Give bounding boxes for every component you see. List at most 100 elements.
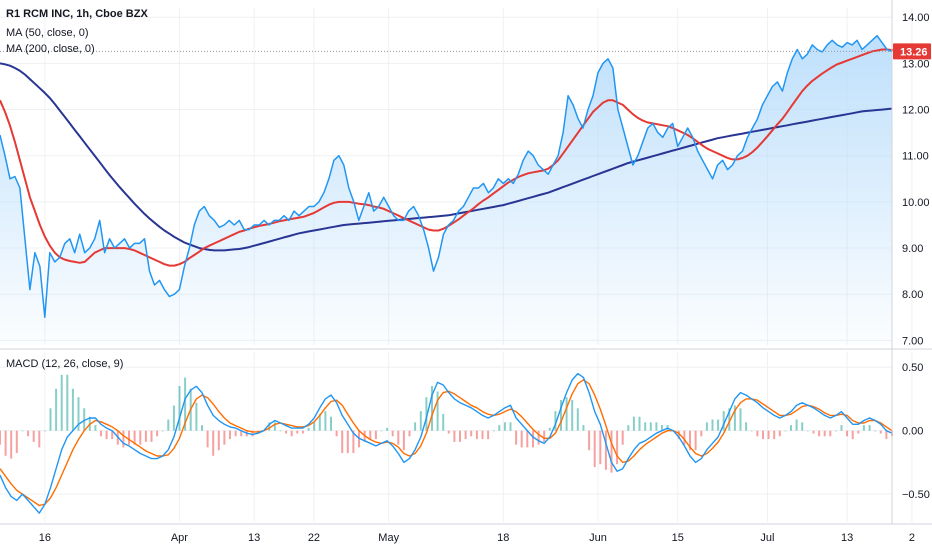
macd-histogram-bar [745, 422, 748, 431]
macd-histogram-bar [565, 397, 568, 431]
macd-histogram-bar [251, 430, 254, 437]
macd-histogram-bar [27, 430, 30, 437]
macd-histogram-bar [77, 397, 80, 431]
macd-histogram-bar [638, 416, 641, 431]
macd-histogram-bar [767, 430, 770, 440]
macd-histogram-bar [156, 430, 159, 437]
macd-histogram-bar [632, 416, 635, 431]
macd-histogram-bar [492, 430, 495, 432]
macd-histogram-bar [229, 430, 231, 440]
macd-pane-grid [0, 352, 913, 522]
price-area-fill [0, 35, 892, 345]
macd-histogram-bar [380, 430, 383, 432]
symbol-title[interactable]: R1 RCM INC, 1h, Cboe BZX [6, 8, 148, 20]
ma200-line[interactable] [0, 62, 893, 252]
macd-histogram-bar [111, 430, 114, 440]
price-line[interactable] [0, 34, 893, 319]
macd-histogram-bar [60, 374, 63, 431]
time-tick-label: Jun [589, 532, 607, 544]
macd-histogram-bar [857, 430, 860, 434]
macd-histogram-bar [554, 411, 557, 431]
macd-histogram-bar [133, 430, 136, 445]
macd-histogram-bar [139, 430, 142, 445]
macd-histogram-bar [812, 430, 815, 434]
macd-histogram-bar [543, 430, 546, 442]
time-tick-label: 13 [248, 532, 260, 544]
macd-histogram-bar [509, 422, 512, 431]
macd-histogram-bar [172, 405, 175, 431]
macd-histogram-bar [201, 425, 203, 431]
macd-histogram-bar [846, 430, 849, 437]
macd-histogram-bar [526, 430, 529, 448]
macd-histogram-bar [778, 430, 781, 437]
macd-histogram-bar [391, 430, 394, 437]
macd-histogram-bar [604, 430, 607, 470]
time-tick-label: 2 [909, 532, 915, 544]
macd-histogram-bar [184, 377, 187, 431]
price-tick-label: 9.00 [902, 243, 923, 255]
macd-histogram-bar [66, 374, 69, 431]
macd-axis[interactable]: 0.50 0.00 −0.50 [902, 362, 930, 501]
macd-histogram-bar [722, 411, 725, 431]
macd-histogram-bar [806, 430, 809, 432]
price-tick-label: 13.00 [902, 58, 930, 70]
price-axis[interactable]: 14.00 13.00 12.00 11.00 10.00 9.00 8.00 7.00 [902, 12, 930, 347]
macd-histogram-bar [436, 391, 439, 431]
macd-histogram-bar [649, 422, 652, 431]
time-axis[interactable]: 16 Apr 13 22 May 18 Jun 15 Jul 13 2 [39, 532, 915, 544]
macd-histogram-bar [369, 430, 372, 440]
macd-histogram-bar [823, 430, 826, 437]
macd-histogram-bar [414, 422, 417, 431]
macd-histogram-bar [599, 430, 602, 465]
price-tick-label: 8.00 [902, 289, 923, 301]
macd-histogram-bar [593, 430, 596, 467]
macd-histogram-bar [335, 430, 338, 437]
macd-histogram-bar [128, 430, 130, 445]
macd-line[interactable] [0, 372, 893, 514]
time-tick-label: Apr [171, 532, 188, 544]
macd-histogram-bar [38, 430, 41, 448]
signal-line[interactable] [0, 379, 893, 507]
macd-histogram-bar [475, 430, 478, 440]
macd-histogram-bar [879, 430, 882, 434]
macd-histogram-bar [610, 430, 613, 473]
price-tick-label: 11.00 [902, 151, 929, 163]
macd-histogram-bar [206, 430, 209, 448]
macd-histogram-bar [122, 430, 125, 448]
macd-histogram-bar [346, 430, 349, 453]
price-tick-label: 14.00 [902, 12, 930, 24]
ma200-legend[interactable]: MA (200, close, 0) [6, 43, 95, 55]
macd-pane[interactable] [0, 372, 893, 514]
macd-histogram-bar [728, 408, 731, 431]
macd-histogram-bar [588, 430, 591, 451]
last-price-marker: 13.26 [0, 43, 931, 60]
macd-histogram-bar [689, 430, 691, 451]
macd-histogram-bar [773, 430, 776, 440]
macd-histogram-bar [100, 430, 102, 437]
macd-histogram-bar [548, 427, 551, 431]
macd-histogram-bar [425, 397, 428, 431]
macd-histogram-bar [655, 422, 658, 431]
macd-histogram-bar [10, 430, 13, 459]
macd-histogram-bar [161, 430, 164, 432]
macd-histogram-bar [268, 422, 271, 431]
ma50-line[interactable] [0, 48, 903, 267]
macd-histogram-bar [150, 430, 153, 442]
macd-histogram-bar [874, 430, 877, 432]
macd-histogram-bar [144, 430, 147, 442]
macd-histogram-bar [453, 430, 456, 442]
price-tick-label: 7.00 [902, 335, 923, 347]
price-pane[interactable] [0, 34, 903, 345]
macd-histogram-bar [739, 408, 742, 431]
macd-histogram-bar [402, 430, 405, 451]
macd-histogram-bar [784, 430, 787, 432]
macd-histogram-bar [829, 430, 832, 437]
macd-histogram-bar [419, 411, 422, 431]
macd-histogram-bar [705, 422, 708, 431]
time-tick-label: 13 [841, 532, 853, 544]
macd-histogram-bar [167, 419, 170, 431]
macd-histogram-bar [217, 430, 220, 451]
ma50-legend[interactable]: MA (50, close, 0) [6, 27, 89, 39]
macd-legend[interactable]: MACD (12, 26, close, 9) [6, 358, 124, 370]
